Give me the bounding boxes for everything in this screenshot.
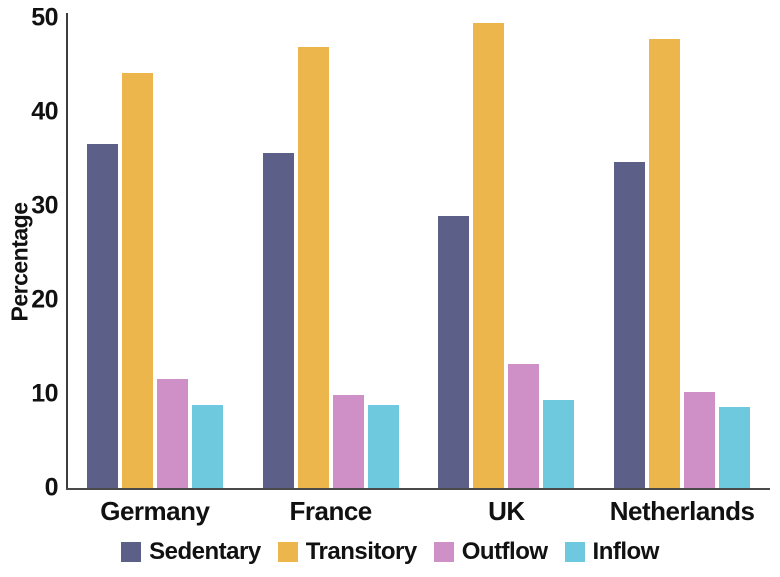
legend-label: Transitory xyxy=(305,538,418,565)
bar-inflow-uk xyxy=(543,399,575,488)
legend-item-inflow: Inflow xyxy=(564,538,660,565)
legend-label: Inflow xyxy=(592,538,660,565)
legend-item-transitory: Transitory xyxy=(277,538,418,565)
bar-transitory-netherlands xyxy=(649,38,681,488)
y-tick-label: 20 xyxy=(31,285,58,314)
bar-inflow-france xyxy=(367,405,399,488)
bar-transitory-uk xyxy=(473,22,505,488)
plot-area xyxy=(67,18,770,488)
legend-swatch-sedentary xyxy=(121,542,142,562)
x-axis-label-germany: Germany xyxy=(100,496,210,526)
legend-item-outflow: Outflow xyxy=(433,538,548,565)
x-axis-labels: Germany France UK Netherlands xyxy=(67,496,770,524)
bar-outflow-uk xyxy=(508,363,540,488)
legend-label: Outflow xyxy=(461,538,548,565)
bar-group-uk xyxy=(438,18,575,488)
y-tick-label: 0 xyxy=(44,473,59,502)
bar-outflow-france xyxy=(332,394,364,488)
bar-sedentary-netherlands xyxy=(614,161,646,488)
legend-swatch-transitory xyxy=(277,542,298,562)
bar-group-cell xyxy=(67,18,243,488)
legend-swatch-inflow xyxy=(564,542,585,562)
bar-sedentary-uk xyxy=(438,216,470,488)
bar-group-germany xyxy=(86,18,223,488)
x-axis-label-netherlands: Netherlands xyxy=(609,496,755,526)
y-tick-label: 30 xyxy=(31,191,58,220)
x-axis-line xyxy=(66,488,770,490)
y-tick-label: 40 xyxy=(31,97,58,126)
bar-inflow-germany xyxy=(191,405,223,488)
legend-label: Sedentary xyxy=(149,538,261,565)
bar-group-cell xyxy=(594,18,770,488)
legend: Sedentary Transitory Outflow Inflow xyxy=(0,540,780,564)
bar-group-france xyxy=(262,18,399,488)
bar-transitory-france xyxy=(297,47,329,488)
bar-sedentary-germany xyxy=(86,143,118,488)
y-axis-line xyxy=(66,13,68,490)
y-tick-label: 10 xyxy=(31,379,58,408)
bar-group-netherlands xyxy=(614,18,751,488)
legend-swatch-outflow xyxy=(433,542,454,562)
bar-inflow-netherlands xyxy=(719,407,751,488)
y-axis-title: Percentage xyxy=(6,202,33,322)
legend-item-sedentary: Sedentary xyxy=(121,540,261,564)
bar-transitory-germany xyxy=(121,72,153,488)
x-axis-label-uk: UK xyxy=(488,496,525,526)
y-tick-label: 50 xyxy=(31,3,58,32)
bar-outflow-germany xyxy=(156,378,188,488)
bar-sedentary-france xyxy=(262,153,294,488)
x-axis-label-france: France xyxy=(289,496,372,526)
bar-group-cell xyxy=(243,18,419,488)
bar-group-cell xyxy=(419,18,595,488)
bar-outflow-netherlands xyxy=(684,392,716,488)
